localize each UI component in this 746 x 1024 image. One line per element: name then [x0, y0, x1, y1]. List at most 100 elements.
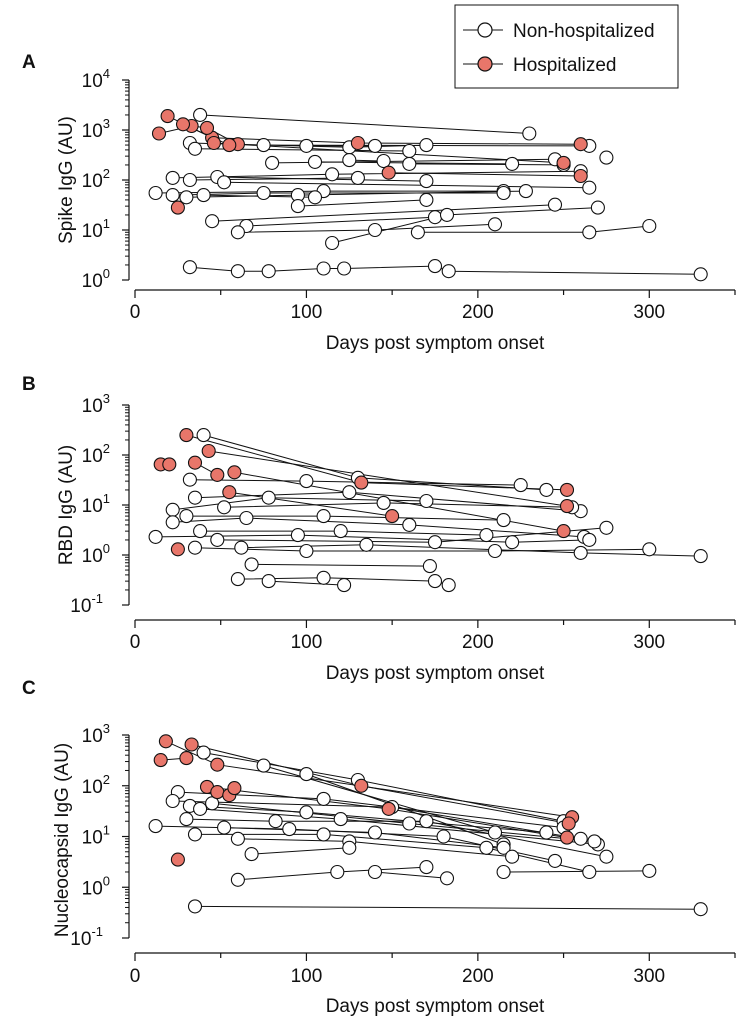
hospitalized-point — [158, 734, 173, 749]
non-hospitalized-point — [217, 175, 232, 190]
hospitalized-point — [222, 138, 237, 153]
hospitalized-point — [210, 757, 225, 772]
non-hospitalized-point — [333, 524, 348, 539]
series-line — [251, 847, 350, 855]
non-hospitalized-point — [182, 472, 197, 487]
legend-marker-non-hospitalized — [477, 22, 493, 38]
series-line — [217, 176, 427, 182]
non-hospitalized-point — [230, 872, 245, 887]
series-line — [194, 905, 701, 910]
legend-marker-hospitalized — [477, 56, 493, 72]
non-hospitalized-point — [642, 218, 657, 234]
non-hospitalized-point — [402, 816, 417, 831]
non-hospitalized-point — [479, 528, 494, 543]
x-tick-label: 0 — [130, 966, 141, 987]
non-hospitalized-point — [187, 141, 203, 156]
hospitalized-point — [170, 852, 185, 867]
non-hospitalized-point — [299, 805, 314, 820]
non-hospitalized-point — [441, 578, 456, 593]
non-hospitalized-point — [261, 490, 276, 505]
hospitalized-point — [160, 109, 175, 124]
non-hospitalized-point — [230, 264, 245, 279]
non-hospitalized-point — [419, 192, 434, 207]
panel-letter-b: B — [22, 374, 36, 395]
hospitalized-point — [187, 455, 203, 470]
hospitalized-point — [210, 785, 225, 800]
non-hospitalized-point — [419, 493, 434, 509]
non-hospitalized-point — [427, 210, 443, 225]
non-hospitalized-point — [165, 502, 180, 517]
series-line — [246, 216, 436, 227]
non-hospitalized-point — [290, 528, 305, 543]
series-line — [417, 225, 650, 233]
non-hospitalized-point — [244, 847, 259, 862]
non-hospitalized-point — [239, 510, 254, 526]
x-tick-label: 300 — [633, 302, 665, 323]
non-hospitalized-point — [244, 557, 259, 572]
series-line — [234, 471, 564, 532]
non-hospitalized-point — [350, 170, 365, 185]
non-hospitalized-point — [505, 849, 520, 864]
non-hospitalized-point — [261, 264, 276, 279]
hospitalized-point — [201, 443, 216, 459]
non-hospitalized-point — [234, 540, 249, 555]
non-hospitalized-point — [582, 864, 597, 880]
series-line — [194, 547, 650, 552]
legend-label-non-hospitalized: Non-hospitalized — [513, 21, 655, 42]
series-line — [208, 450, 568, 507]
non-hospitalized-point — [402, 517, 417, 532]
hospitalized-point — [227, 465, 242, 480]
non-hospitalized-point — [187, 490, 203, 505]
non-hospitalized-point — [230, 831, 245, 846]
non-hospitalized-point — [268, 814, 283, 829]
panel-letter-a: A — [22, 52, 36, 73]
non-hospitalized-point — [599, 849, 614, 864]
non-hospitalized-point — [479, 840, 494, 855]
panel-letter-c: C — [22, 678, 36, 699]
series-line — [237, 838, 513, 858]
x-axis-b: 0 100 200 300 — [130, 619, 736, 653]
series-line — [503, 870, 650, 873]
series-line — [172, 517, 585, 538]
hospitalized-point — [573, 168, 588, 184]
hospitalized-point — [162, 457, 177, 472]
y-tick-label: 100 — [82, 266, 110, 292]
non-hospitalized-point — [307, 190, 323, 205]
hospitalized-point — [385, 509, 400, 524]
non-hospitalized-point — [496, 864, 511, 880]
x-axis-c: 0 100 200 300 — [130, 952, 736, 987]
non-hospitalized-point — [148, 185, 163, 201]
non-hospitalized-point — [179, 190, 194, 205]
series-line — [268, 580, 345, 586]
non-hospitalized-point — [316, 827, 331, 842]
non-hospitalized-point — [573, 831, 588, 846]
non-hospitalized-point — [187, 540, 203, 555]
non-hospitalized-point — [487, 217, 503, 232]
y-tick-label: 101 — [82, 823, 110, 849]
y-axis-c: 10-1 100 101 102 103 — [70, 721, 130, 950]
non-hospitalized-point — [599, 520, 614, 535]
non-hospitalized-point — [439, 871, 455, 886]
non-hospitalized-point — [337, 261, 352, 276]
non-hospitalized-point — [427, 535, 443, 550]
hospitalized-point — [210, 467, 225, 482]
non-hospitalized-point — [496, 840, 511, 855]
legend-box — [454, 4, 679, 89]
non-hospitalized-point — [487, 825, 503, 840]
series-line — [200, 114, 530, 134]
non-hospitalized-point — [642, 542, 657, 557]
hospitalized-point — [559, 499, 575, 514]
non-hospitalized-point — [402, 143, 417, 159]
x-tick-label: 0 — [130, 632, 141, 653]
hospitalized-point — [151, 126, 167, 141]
y-tick-label: 101 — [82, 216, 110, 242]
non-hospitalized-point — [573, 545, 588, 560]
non-hospitalized-point — [547, 197, 563, 212]
non-hospitalized-point — [230, 225, 245, 240]
non-hospitalized-point — [316, 261, 331, 276]
y-axis-title-c: Nucleocapsid IgG (AU) — [52, 743, 73, 937]
legend-label-hospitalized: Hospitalized — [513, 55, 617, 76]
non-hospitalized-point — [256, 758, 271, 773]
hospitalized-point — [556, 155, 571, 170]
non-hospitalized-point — [367, 222, 383, 238]
